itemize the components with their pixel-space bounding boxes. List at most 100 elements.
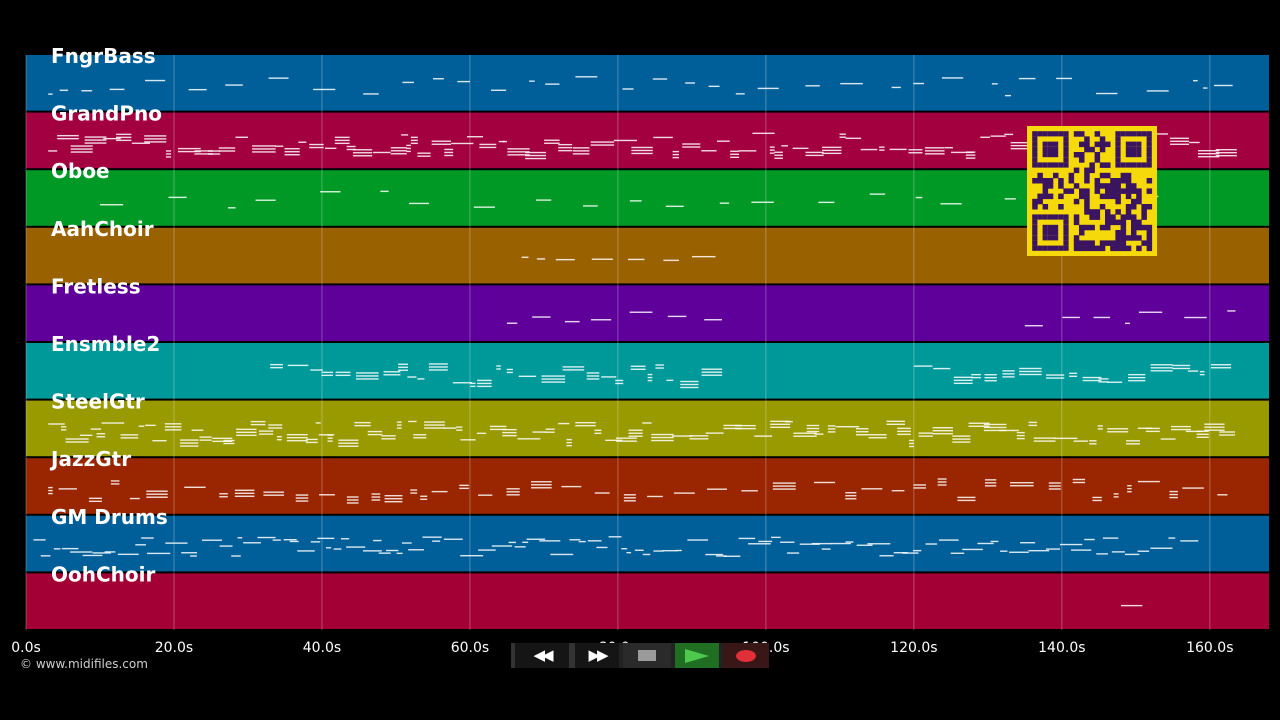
note-mark [252, 151, 276, 153]
note-mark [146, 552, 171, 555]
note-mark [1072, 478, 1086, 481]
note-mark [1046, 374, 1065, 376]
note-mark [338, 439, 359, 441]
note-mark [701, 374, 723, 376]
note-mark [268, 424, 283, 426]
rewind-button[interactable]: ◀◀ [511, 643, 569, 668]
note-mark [781, 145, 788, 147]
note-mark [1016, 431, 1025, 434]
note-mark [1197, 150, 1220, 152]
note-mark [806, 424, 820, 427]
note-mark [957, 496, 976, 499]
note-mark [396, 424, 402, 426]
note-mark [663, 259, 679, 262]
note-mark [116, 133, 132, 136]
note-mark [1204, 429, 1225, 431]
note-mark [965, 157, 976, 159]
note-mark [734, 427, 756, 430]
note-mark [651, 433, 674, 436]
note-mark [529, 80, 535, 82]
note-mark [432, 540, 441, 542]
play-button[interactable] [671, 643, 719, 668]
note-mark [1182, 487, 1204, 489]
note-mark [424, 424, 445, 426]
note-mark [305, 441, 318, 444]
track-label: GrandPno [51, 102, 162, 126]
note-mark [1009, 551, 1029, 553]
note-mark [383, 374, 401, 376]
note-mark [940, 203, 962, 205]
note-mark [902, 552, 919, 554]
note-mark [201, 539, 222, 541]
note-mark [566, 438, 572, 441]
note-mark [839, 136, 846, 138]
note-mark [1160, 438, 1176, 440]
note-mark [629, 200, 642, 202]
note-mark [1073, 440, 1088, 442]
note-mark [805, 154, 824, 157]
note-mark [258, 433, 274, 435]
note-mark [477, 382, 492, 385]
note-mark [489, 425, 507, 428]
note-mark [284, 148, 300, 150]
note-mark [705, 553, 724, 556]
note-mark [541, 381, 566, 383]
note-mark [909, 445, 914, 448]
note-mark [886, 420, 905, 423]
note-mark [953, 382, 973, 385]
note-mark [1010, 485, 1034, 487]
note-mark [208, 153, 221, 155]
note-mark [250, 420, 266, 423]
note-mark [965, 151, 976, 153]
note-mark [1098, 381, 1109, 383]
note-mark [84, 136, 107, 138]
note-mark [572, 150, 590, 152]
note-mark [1019, 370, 1042, 373]
note-mark [925, 543, 938, 545]
note-mark [680, 380, 699, 383]
note-mark [772, 485, 796, 487]
record-button[interactable] [719, 643, 769, 668]
note-mark [371, 496, 381, 498]
note-mark [334, 136, 350, 139]
note-mark [1028, 424, 1037, 427]
note-mark [428, 369, 448, 371]
note-mark [630, 365, 646, 367]
note-mark [502, 431, 517, 434]
note-mark [918, 435, 933, 437]
note-mark [780, 541, 795, 543]
note-mark [1128, 376, 1146, 379]
note-mark [525, 157, 547, 160]
note-mark [116, 139, 132, 142]
note-mark [941, 77, 964, 79]
note-mark [1145, 427, 1160, 430]
note-mark [1096, 92, 1118, 95]
stop-icon [638, 650, 656, 661]
note-group [506, 310, 1236, 327]
fast-forward-button[interactable]: ▶▶ [569, 643, 619, 668]
note-mark [338, 445, 359, 447]
time-grid [25, 55, 1211, 630]
note-mark [575, 76, 598, 78]
note-mark [1048, 488, 1061, 490]
note-mark [1010, 144, 1028, 147]
note-mark [81, 90, 93, 92]
note-mark [1185, 430, 1204, 433]
note-mark [1199, 370, 1205, 373]
note-mark [594, 492, 610, 494]
note-mark [1004, 133, 1014, 136]
note-mark [1019, 367, 1042, 370]
note-mark [258, 430, 274, 432]
note-mark [417, 152, 431, 154]
note-mark [237, 537, 243, 539]
note-mark [263, 491, 285, 493]
note-mark [199, 439, 212, 441]
note-mark [354, 421, 371, 424]
note-mark [1150, 367, 1173, 369]
note-mark [735, 93, 745, 95]
note-mark [879, 146, 885, 148]
note-mark [1197, 156, 1220, 158]
play-icon [685, 648, 709, 663]
note-mark [1172, 367, 1191, 370]
stop-button[interactable] [619, 643, 671, 668]
